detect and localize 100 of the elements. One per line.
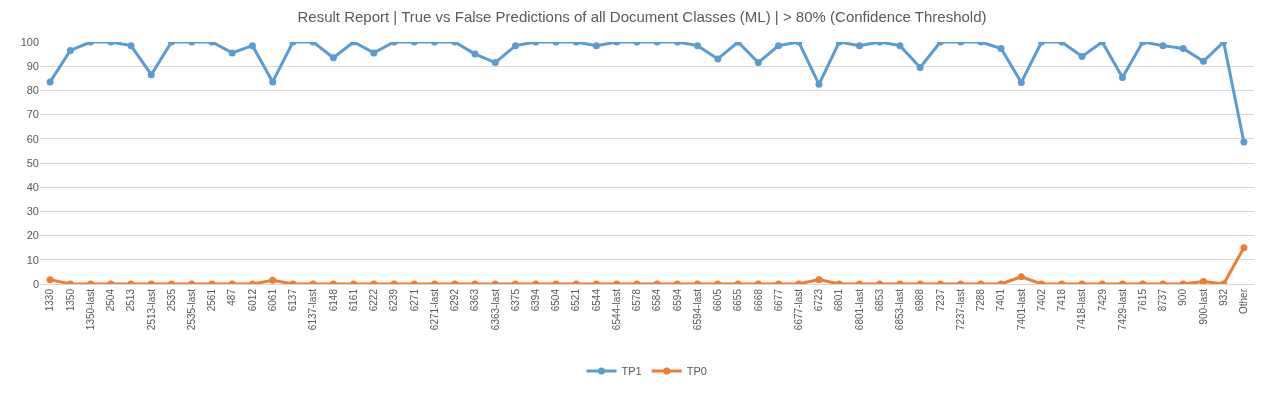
x-tick-label: 6137 [287,288,299,312]
x-tick-label: 6363-last [489,288,501,331]
y-tick-label: 30 [26,205,39,218]
x-tick-label: 7237-last [954,288,966,331]
x-tick-label: 6655 [732,288,744,312]
x-tick-label: 6239 [388,288,400,312]
x-tick-label: Other [1238,288,1250,315]
point [1118,74,1126,82]
x-tick-label: 6723 [813,288,825,312]
point [127,42,135,50]
x-tick-label: 7401-last [1015,288,1027,331]
y-tick-label: 40 [26,181,39,194]
point [370,49,378,57]
point [916,63,924,71]
point [147,71,155,79]
point [815,80,823,88]
x-tick-label: 2513-last [145,288,157,331]
x-tick-label: 6375 [509,288,521,312]
x-tick-label: 6578 [631,288,643,312]
x-tick-label: 6594-last [691,288,703,331]
x-tick-label: 6853 [873,288,885,312]
x-tick-label: 6668 [752,288,764,312]
chart-title: Result Report | True vs False Predictions of all Document Classes (ML) | > 80% (Confidence Threshold) [297,8,987,26]
x-tick-label: 6148 [327,288,339,312]
x-tick-label: 7429 [1096,288,1108,312]
x-tick-label: 6061 [266,288,278,312]
point [269,276,277,284]
x-tick-label: 7237 [934,288,946,312]
point [754,59,762,67]
point [1240,138,1248,146]
x-tick-label: 6271-last [428,288,440,331]
x-tick-label: 487 [226,288,238,306]
x-tick-label: 2535 [165,288,177,312]
point [66,46,74,54]
x-tick-label: 1350 [64,288,76,312]
x-tick-label: 900-last [1197,288,1209,325]
point [1179,45,1187,53]
x-tick-label: 6605 [712,288,724,312]
point [46,78,54,86]
y-tick-label: 90 [26,60,39,73]
x-tick-label: 7288 [975,288,987,312]
point [997,45,1005,53]
x-tick-label: 7418 [1056,288,1068,312]
x-tick-label: 6363 [469,288,481,312]
point [855,42,863,50]
point [248,42,256,50]
x-tick-label: 6504 [550,288,562,312]
y-tick-label: 100 [20,35,39,48]
point [1199,57,1207,65]
x-tick-label: 6544-last [610,288,622,331]
x-tick-label: 1350-last [84,288,96,331]
x-tick-label: 6544 [590,288,602,312]
point [775,42,783,50]
point [1159,42,1167,50]
x-tick-label: 6394 [529,288,541,312]
point [269,78,277,86]
legend-label: TP1 [621,365,642,378]
x-tick-label: 6292 [449,288,461,312]
point [1199,278,1207,284]
point [491,59,499,67]
x-tick-label: 6594 [671,288,683,312]
x-tick-label: 7615 [1136,288,1148,312]
point [592,42,600,50]
x-tick-label: 2561 [206,288,218,312]
point [714,55,722,63]
point [896,42,904,50]
x-tick-label: 6222 [368,288,380,312]
x-tick-label: 6271 [408,288,420,312]
x-tick-label: 1330 [44,288,56,312]
point [1078,53,1086,61]
x-tick-label: 2513 [125,288,137,312]
x-tick-label: 6012 [246,288,258,312]
x-tick-label: 8737 [1157,288,1169,312]
y-tick-label: 60 [26,132,39,145]
point [471,50,479,58]
x-tick-label: 6988 [914,288,926,312]
x-tick-label: 7402 [1035,288,1047,312]
y-tick-label: 20 [26,229,39,242]
legend-label: TP0 [686,365,707,378]
x-tick-label: 7429-last [1116,288,1128,331]
x-tick-label: 7401 [995,288,1007,312]
x-tick-label: 6853-last [894,288,906,331]
x-tick-label: 932 [1217,288,1229,306]
y-tick-label: 10 [26,253,39,266]
x-tick-label: 6137-last [307,288,319,331]
point [1240,244,1248,252]
point [694,42,702,50]
x-tick-label: 7418-last [1076,288,1088,331]
x-tick-label: 6584 [651,288,663,312]
point [329,54,337,62]
x-tick-label: 2535-last [186,288,197,331]
y-tick-label: 80 [26,84,39,97]
x-tick-label: 2504 [105,288,117,312]
y-tick-label: 0 [32,277,39,290]
x-tick-label: 6161 [347,288,359,312]
x-tick-label: 6677-last [793,288,804,331]
y-tick-label: 50 [26,156,39,169]
point [228,49,236,57]
x-tick-label: 6801-last [853,288,865,331]
point [511,42,519,50]
